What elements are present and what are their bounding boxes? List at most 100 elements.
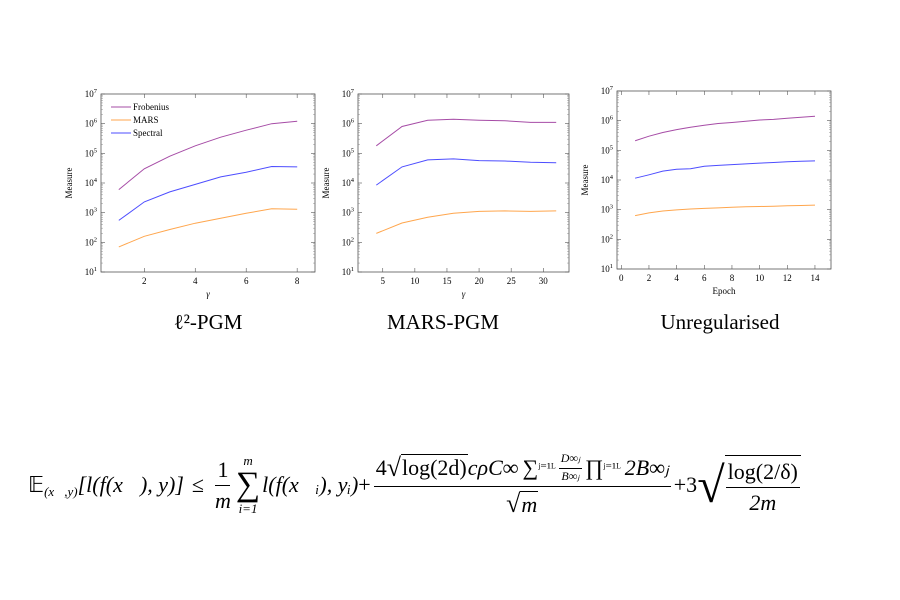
x-tick-label: 4	[674, 273, 679, 283]
x-tick-label: 10	[755, 273, 765, 283]
complexity-numerator: 4 √ log(2d) cρC∞ ∑ ʲ⁼¹ᴸ D∞ⱼ B∞ⱼ ∏ ʲ⁼¹ᴸ 2B∞ⱼ	[373, 451, 671, 487]
x-tick-label: 2	[647, 273, 652, 283]
x-tick-label: 14	[810, 273, 820, 283]
sum-upper: m	[243, 453, 253, 468]
m: m	[520, 491, 539, 517]
inner-sum-limits: ʲ⁼¹ᴸ	[538, 459, 556, 475]
y-tick-label: 107	[342, 88, 355, 99]
denominator: m	[215, 487, 231, 513]
y-tick-label: 104	[601, 174, 614, 185]
y-tick-label: 105	[85, 147, 97, 158]
chart-2: 101 102 103 104 105 106 107 0 2 4 6 8 10 12 14 Epoch Mea…	[580, 85, 832, 296]
y-tick-label: 101	[601, 263, 613, 274]
x-tick-label: 8	[295, 276, 300, 286]
y-tick-label: 104	[85, 177, 98, 188]
y-tick-label: 107	[601, 85, 614, 96]
series-line-spectral	[634, 160, 816, 179]
two-m: 2m	[749, 489, 777, 515]
x-tick-label: 6	[244, 276, 249, 286]
sqrt-icon: √	[697, 457, 725, 513]
plus-three: +3	[673, 472, 698, 497]
x-tick-label: 12	[783, 273, 792, 283]
caption-unregularised: Unregularised	[660, 310, 780, 334]
y-tick-label: 101	[342, 266, 354, 277]
expectation-subscript: (x⃗,y)	[44, 484, 78, 499]
expectation-symbol: 𝔼	[28, 472, 45, 497]
x-tick-label: 0	[619, 273, 624, 283]
y-tick-label: 107	[85, 88, 98, 99]
x-tick-label: 10	[410, 276, 420, 286]
series-line-mars	[376, 210, 557, 234]
y-tick-label: 106	[601, 115, 614, 126]
x-axis-label: Epoch	[713, 286, 736, 296]
d-over-b: D∞ⱼ B∞ⱼ	[558, 451, 583, 484]
y-axis-label: Measure	[321, 168, 331, 199]
y-axis-label: Measure	[64, 168, 74, 199]
series-line-frobenius	[118, 120, 298, 190]
y-tick-label: 106	[85, 118, 98, 129]
complexity-term: 4 √ log(2d) cρC∞ ∑ ʲ⁼¹ᴸ D∞ⱼ B∞ⱼ ∏ ʲ⁼¹ᴸ 2B∞ⱼ…	[373, 451, 671, 519]
sum-lower: i=1	[238, 501, 258, 516]
y-tick-label: 102	[601, 233, 613, 244]
series-line-spectral	[376, 158, 557, 186]
chart-1: 101 102 103 104 105 106 107 5 10 15 20 25 30 γ Measure	[321, 88, 570, 299]
y-tick-label: 103	[85, 207, 97, 218]
prod-limits: ʲ⁼¹ᴸ	[603, 459, 621, 475]
sum-operator: m ∑ i=1	[236, 454, 260, 516]
sqrt-m: √m	[506, 487, 539, 519]
x-axis-label: γ	[206, 289, 210, 299]
plus-sign: +	[358, 472, 371, 497]
leq-sign: ≤	[191, 472, 204, 497]
inner-sum-symbol: ∑	[522, 454, 539, 480]
chart-0: 101 102 103 104 105 106 107 2 4 6 8 γ Measure Frobeni…	[64, 88, 316, 299]
b-inf: B∞ⱼ	[561, 469, 580, 483]
series-line-frobenius	[634, 115, 816, 142]
series-line-spectral	[118, 165, 298, 221]
series-line-mars	[118, 208, 298, 248]
empirical-loss: l(f(x⃗ᵢ), yᵢ)	[262, 472, 359, 497]
y-tick-label: 105	[601, 144, 613, 155]
x-tick-label: 8	[730, 273, 735, 283]
series-line-frobenius	[375, 118, 557, 147]
lhs-body: [l(f(x⃗), y)]	[77, 472, 184, 497]
x-tick-label: 4	[193, 276, 198, 286]
log-2-delta: log(2/δ)	[725, 459, 800, 488]
c-rho-cinf: cρC∞	[467, 454, 519, 480]
y-tick-label: 104	[342, 177, 355, 188]
y-tick-label: 106	[342, 118, 355, 129]
generalisation-bound-formula: 𝔼 (x⃗,y) [l(f(x⃗), y)] ≤ 1 m m ∑ i=1 l(f…	[28, 440, 801, 530]
y-tick-label: 103	[342, 207, 354, 218]
two-b-inf: 2B∞ⱼ	[624, 454, 669, 480]
legend-label-frobenius: Frobenius	[133, 102, 169, 112]
confidence-term: log(2/δ) 2m	[724, 454, 801, 516]
legend-label-spectral: Spectral	[133, 128, 163, 138]
y-tick-label: 102	[342, 236, 354, 247]
numerator: 1	[215, 457, 231, 486]
x-tick-label: 20	[475, 276, 485, 286]
caption-mars-pgm: MARS-PGM	[386, 310, 500, 334]
one-over-m: 1 m	[215, 457, 231, 514]
x-tick-label: 5	[380, 276, 385, 286]
x-tick-label: 6	[702, 273, 707, 283]
x-tick-label: 25	[507, 276, 517, 286]
x-axis-label: γ	[462, 289, 466, 299]
sqrt-icon: √	[506, 489, 521, 518]
x-tick-label: 2	[142, 276, 147, 286]
y-tick-label: 105	[342, 147, 354, 158]
log-2d: log(2d)	[400, 454, 468, 480]
legend-label-mars: MARS	[133, 115, 159, 125]
prod-symbol: ∏	[585, 454, 604, 480]
y-tick-label: 103	[601, 204, 613, 215]
y-axis-label: Measure	[580, 165, 590, 196]
caption-l2-pgm: ℓ²-PGM	[173, 310, 243, 334]
y-tick-label: 102	[85, 236, 97, 247]
plot-frame	[357, 93, 570, 273]
x-tick-label: 15	[442, 276, 452, 286]
y-tick-label: 101	[85, 266, 97, 277]
sum-symbol: ∑	[235, 466, 261, 503]
coef-4: 4	[375, 454, 387, 480]
x-tick-label: 30	[539, 276, 549, 286]
d-inf: D∞ⱼ	[558, 451, 583, 469]
sqrt-icon: √	[386, 452, 401, 482]
